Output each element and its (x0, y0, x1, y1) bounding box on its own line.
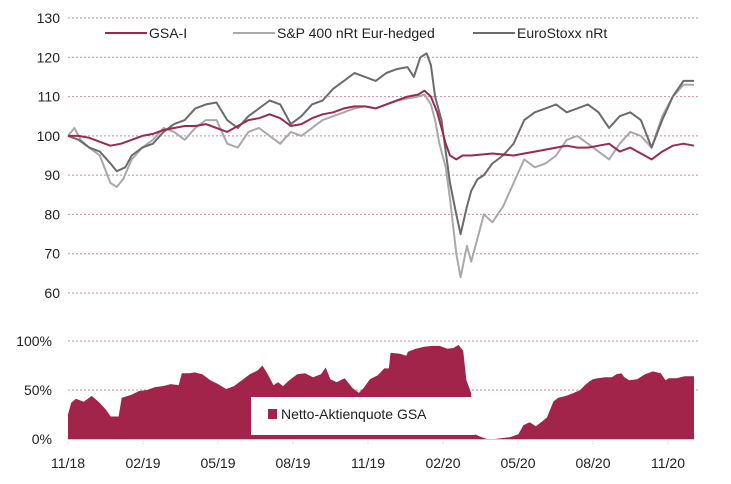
x-tick-label: 08/20 (575, 455, 610, 471)
top-gridlines (68, 17, 700, 294)
bottom-y-tick-label: 100% (16, 333, 52, 349)
x-tick-label: 11/19 (351, 455, 385, 471)
top-y-tick-label: 80 (44, 206, 60, 222)
top-y-tick-label: 60 (44, 285, 60, 301)
top-series-lines (67, 52, 695, 279)
x-tick-label: 05/20 (500, 455, 535, 471)
legend-swatch-netto-aktienquote (268, 409, 277, 419)
legend-bottom-box (251, 397, 475, 435)
legend-bottom: Netto-Aktienquote GSA (251, 397, 475, 435)
bottom-y-tick-label: 0% (32, 431, 52, 447)
top-y-tick-label: 110 (38, 89, 61, 105)
legend-label-sp400: S&P 400 nRt Eur-hedged (277, 25, 435, 41)
bottom-area-series (68, 344, 694, 439)
bottom-y-axis-ticks: 0% 50% 100% (16, 333, 52, 447)
top-y-tick-label: 70 (44, 246, 60, 262)
bottom-y-tick-label: 50% (24, 382, 52, 398)
legend-label-netto-aktienquote: Netto-Aktienquote GSA (281, 406, 427, 422)
x-tick-label: 11/20 (651, 455, 685, 471)
legend-label-eurostoxx: EuroStoxx nRt (517, 25, 607, 41)
x-tick-label: 11/18 (51, 455, 85, 471)
top-y-tick-label: 130 (37, 10, 61, 26)
series-line-eurostoxx-nrt (67, 52, 694, 236)
legend-top: GSA-I S&P 400 nRt Eur-hedged EuroStoxx n… (105, 25, 607, 41)
top-y-tick-label: 100 (37, 128, 61, 144)
area-netto-aktienquote (68, 344, 694, 439)
x-axis-ticks: 11/18 02/19 05/19 08/19 11/19 02/20 05/20 08/20… (51, 439, 694, 471)
x-tick-label: 08/19 (275, 455, 310, 471)
series-line-gsa-i (68, 89, 695, 161)
top-y-axis-ticks: 60 70 80 90 100 110 120 130 (37, 10, 61, 301)
x-tick-label: 02/20 (425, 455, 460, 471)
x-tick-label: 05/19 (200, 455, 235, 471)
top-y-tick-label: 120 (37, 49, 61, 65)
legend-label-gsa-i: GSA-I (149, 25, 187, 41)
x-tick-label: 02/19 (125, 455, 160, 471)
top-y-tick-label: 90 (44, 167, 60, 183)
